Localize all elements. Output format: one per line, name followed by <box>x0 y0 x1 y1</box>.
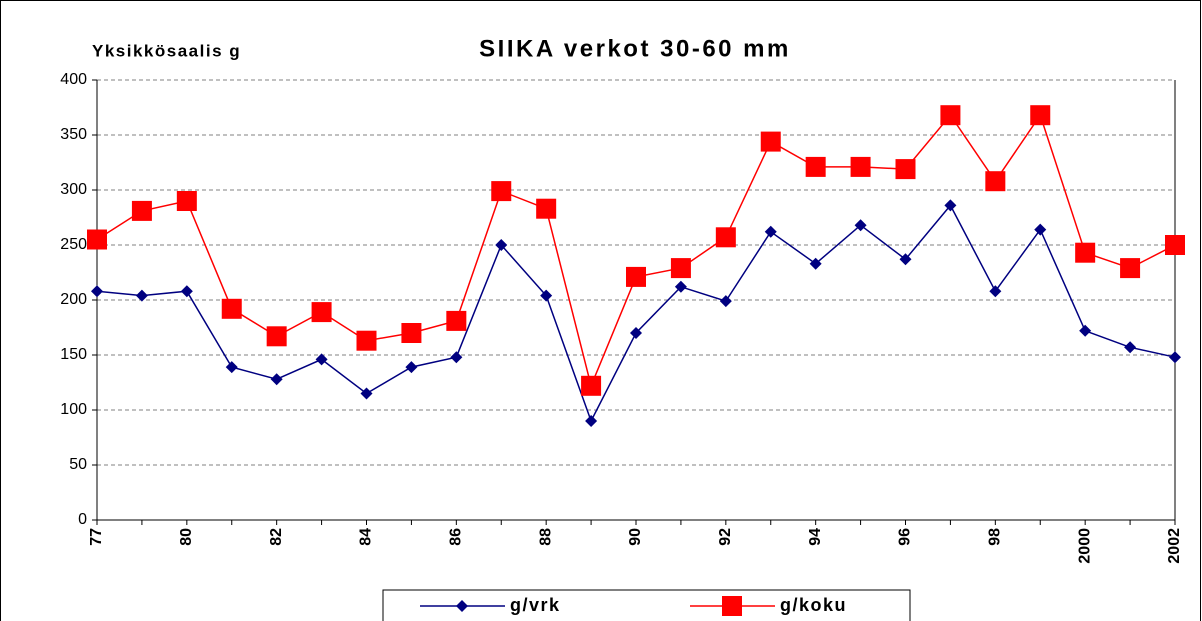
data-point <box>1169 351 1181 364</box>
data-point <box>311 302 332 323</box>
data-point <box>180 285 193 298</box>
data-point <box>131 200 152 221</box>
y-tick-label: 100 <box>60 401 87 418</box>
legend-label: g/vrk <box>510 595 561 615</box>
y-tick-label: 200 <box>60 291 87 308</box>
y-axis-label: Yksikkösaalis g <box>92 41 241 60</box>
data-point <box>176 191 197 211</box>
y-tick-label: 400 <box>60 71 87 88</box>
data-point <box>895 159 916 180</box>
data-point <box>87 229 107 250</box>
data-point <box>944 199 957 212</box>
x-tick-label: 84 <box>358 528 375 546</box>
data-point <box>674 280 687 293</box>
legend-marker <box>722 596 742 616</box>
x-tick-label: 82 <box>268 528 285 546</box>
legend-marker <box>456 600 468 612</box>
data-point <box>1034 223 1047 236</box>
data-point <box>985 171 1006 192</box>
x-tick-label: 77 <box>88 528 105 546</box>
data-point <box>940 105 961 126</box>
x-tick-label: 2000 <box>1076 528 1093 564</box>
data-point <box>446 310 467 331</box>
x-tick-label: 2002 <box>1166 528 1183 564</box>
data-point <box>1124 341 1137 354</box>
data-point <box>764 225 777 238</box>
y-tick-label: 50 <box>69 456 87 473</box>
data-point <box>850 156 871 177</box>
data-point <box>1075 242 1096 263</box>
chart-title: SIIKA verkot 30-60 mm <box>479 35 791 62</box>
data-point <box>1165 235 1185 255</box>
y-tick-label: 0 <box>78 511 87 528</box>
data-point <box>809 257 822 270</box>
data-point <box>899 253 912 266</box>
data-point <box>719 295 732 308</box>
data-point <box>225 361 238 374</box>
data-point <box>356 330 377 351</box>
data-point <box>630 327 642 339</box>
y-tick-label: 300 <box>60 181 87 198</box>
data-point <box>401 323 422 343</box>
data-point <box>854 219 867 232</box>
data-point <box>450 351 463 364</box>
data-point <box>491 181 512 202</box>
data-point <box>989 285 1002 298</box>
data-point <box>360 387 373 400</box>
x-tick-label: 88 <box>537 528 554 546</box>
y-tick-label: 350 <box>60 126 87 143</box>
data-point <box>670 258 691 279</box>
data-point <box>315 353 328 366</box>
x-tick-label: 80 <box>178 528 195 546</box>
data-point <box>540 289 553 302</box>
data-point <box>495 239 508 251</box>
x-tick-label: 86 <box>448 528 465 546</box>
data-point <box>715 227 736 248</box>
series-line <box>96 204 1176 423</box>
data-point <box>270 373 283 386</box>
data-point <box>91 285 103 298</box>
data-point <box>1120 258 1141 279</box>
data-point <box>760 131 781 152</box>
data-point <box>1079 324 1092 337</box>
legend-label: g/koku <box>780 595 847 615</box>
x-tick-label: 98 <box>987 528 1004 546</box>
y-tick-label: 150 <box>60 346 87 363</box>
data-point <box>536 198 557 219</box>
data-point <box>626 266 646 287</box>
series-line <box>96 113 1176 389</box>
data-point <box>221 298 242 319</box>
data-point <box>805 156 826 177</box>
x-tick-label: 94 <box>807 528 824 546</box>
data-point <box>135 289 148 302</box>
x-tick-label: 96 <box>897 528 914 546</box>
data-point <box>266 326 287 347</box>
y-tick-label: 250 <box>60 236 87 253</box>
data-point <box>585 415 598 427</box>
data-point <box>1030 105 1051 126</box>
data-point <box>581 375 602 396</box>
x-tick-label: 90 <box>627 528 644 546</box>
x-tick-label: 92 <box>717 528 734 546</box>
data-point <box>405 361 418 374</box>
